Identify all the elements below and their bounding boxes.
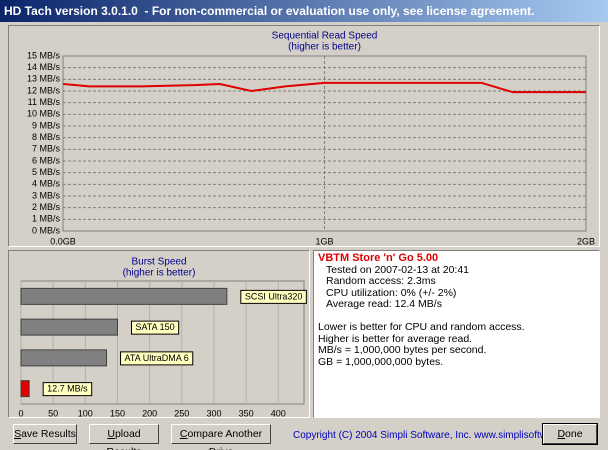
burst-chart: Burst Speed(higher is better) 0 50 100 150 20… [18, 257, 307, 418]
label-box [240, 289, 307, 304]
y-tick-label: 15 MB/s [27, 50, 61, 60]
note-line: Lower is better for CPU and random acces… [318, 320, 525, 333]
y-tick-label: 9 MB/s [32, 120, 61, 130]
y-tick-label: 3 MB/s [32, 190, 61, 200]
bar [20, 318, 118, 336]
bar [20, 349, 108, 367]
y-tick-label: 4 MB/s [32, 179, 61, 189]
x-tick-label: 2GB [577, 236, 595, 246]
done-button[interactable]: Done [542, 423, 598, 445]
y-tick-label: 0 MB/s [32, 225, 61, 235]
device-name: VBTM Store 'n' Go 5.00 [318, 252, 439, 264]
y-tick-label: 11 MB/s [28, 97, 61, 107]
chart-title: Burst Speed [131, 257, 186, 268]
button[interactable]: Save Results [13, 424, 77, 444]
label-box [42, 382, 93, 397]
y-tick-label: 2 MB/s [32, 202, 61, 212]
x-tick-label: 400 [271, 408, 286, 417]
x-tick-label: 50 [48, 408, 58, 417]
label-box [130, 320, 180, 335]
chart-subtitle: (higher is better) [123, 268, 196, 279]
label-box [120, 351, 194, 366]
bar [20, 287, 228, 305]
y-tick-label: 1 MB/s [32, 214, 61, 224]
read-line [62, 81, 586, 94]
button[interactable]: Compare Another Drive [171, 424, 271, 450]
button[interactable]: Upload Results [89, 424, 159, 450]
chart-title: Sequential Read Speed [272, 31, 378, 42]
category-label: SATA 150 [135, 322, 174, 332]
x-tick-label: 300 [206, 408, 221, 417]
read-chart: Sequential Read Speed(higher is better) 0… [27, 31, 595, 247]
copyright: Copyright (C) 2004 Simpli Software, Inc.… [293, 430, 584, 441]
y-tick-label: 8 MB/s [32, 132, 61, 142]
y-tick-label: 5 MB/s [32, 167, 61, 177]
x-tick-label: 0.0GB [50, 236, 76, 246]
read-panel: Sequential Read Speed (higher is better) 0… [8, 25, 600, 247]
bar [20, 380, 30, 398]
y-tick-label: 12 MB/s [27, 85, 61, 95]
info-panel: VBTM Store 'n' Go 5.00 Tested on 2007-02-… [313, 250, 600, 418]
result-line: CPU utilization: 0% (+/- 2%) [326, 286, 457, 299]
note-line: MB/s = 1,000,000 bytes per second. [318, 344, 487, 357]
x-tick-label: 1GB [315, 236, 333, 246]
value-label: 12.7 MB/s [47, 384, 88, 394]
note-line: Higher is better for average read. [318, 332, 473, 345]
title-bar: HD Tach version 3.0.1.0 - For non-commer… [0, 0, 608, 22]
category-label: SCSI Ultra320 [245, 291, 303, 301]
y-tick-label: 7 MB/s [32, 144, 61, 154]
note-line: GB = 1,000,000,000 bytes. [318, 355, 444, 368]
x-tick-label: 350 [239, 408, 254, 417]
result-line: Average read: 12.4 MB/s [326, 298, 442, 311]
result-line: Random access: 2.3ms [326, 275, 436, 288]
x-tick-label: 100 [78, 408, 93, 417]
x-tick-label: 250 [174, 408, 189, 417]
burst-panel: Burst Speed (higher is better) 0 50 100 150 20… [8, 250, 310, 418]
y-tick-label: 13 MB/s [27, 74, 61, 84]
x-tick-label: 200 [142, 408, 157, 417]
y-tick-label: 6 MB/s [32, 155, 61, 165]
chart-subtitle: (higher is better) [288, 42, 361, 53]
x-tick-label: 0 [18, 408, 23, 417]
result-line: Tested on 2007-02-13 at 20:41 [326, 263, 470, 276]
x-tick-label: 150 [110, 408, 125, 417]
y-tick-label: 10 MB/s [27, 109, 61, 119]
category-label: ATA UltraDMA 6 [125, 353, 189, 363]
y-tick-label: 14 MB/s [27, 62, 61, 72]
